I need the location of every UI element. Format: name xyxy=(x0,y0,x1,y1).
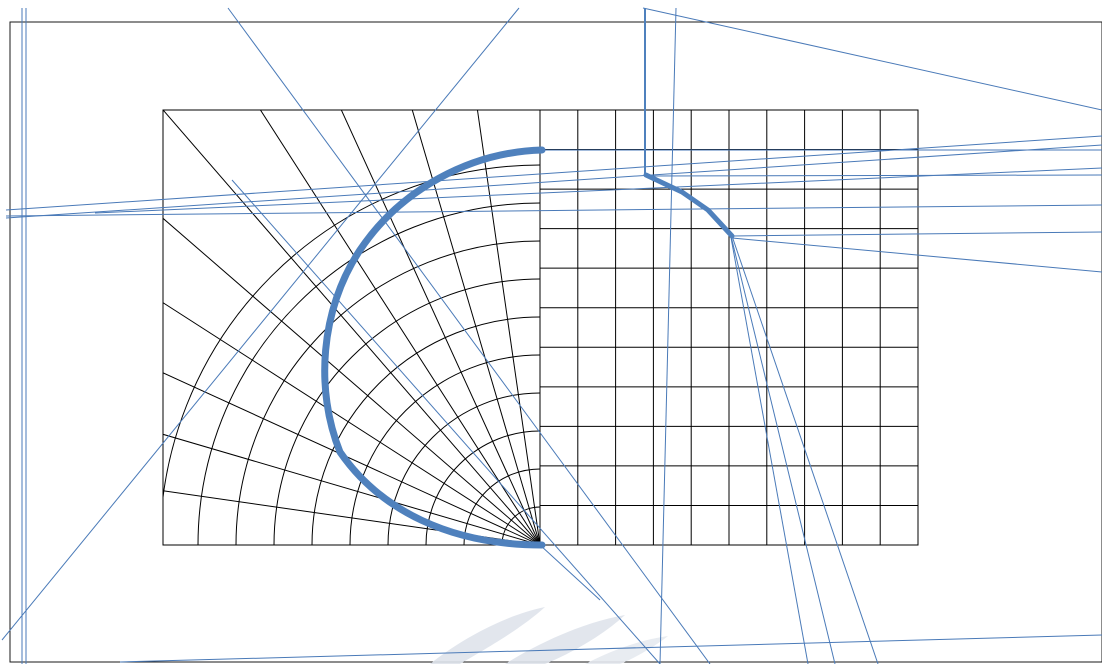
polar-ray xyxy=(163,433,540,545)
polar-ring xyxy=(501,506,540,545)
guide-line xyxy=(1,7,520,641)
polar-ring xyxy=(387,392,540,545)
guide-line xyxy=(231,179,661,664)
polar-ray xyxy=(163,490,540,545)
guide-line xyxy=(119,634,1102,663)
polar-ray xyxy=(259,110,540,545)
polar-ray xyxy=(476,110,540,545)
page-frame xyxy=(9,21,1102,663)
guide-line xyxy=(729,231,809,664)
highlight-arc-segment xyxy=(643,172,735,239)
guide-line xyxy=(5,135,1102,211)
polar-ring xyxy=(349,354,540,545)
polar-ray xyxy=(340,110,540,545)
polar-ring xyxy=(197,202,540,545)
polar-ring xyxy=(273,278,540,545)
polar-ray xyxy=(163,372,540,545)
guide-line xyxy=(642,7,1102,111)
cartesian-grid xyxy=(539,109,919,546)
polar-ray xyxy=(163,110,540,545)
guide-line xyxy=(731,237,1102,273)
guide-line xyxy=(5,144,1102,219)
guide-lines xyxy=(1,7,1102,664)
guide-line xyxy=(227,7,711,664)
guide-line xyxy=(731,235,879,664)
guide-line xyxy=(539,544,601,601)
guide-line xyxy=(659,7,677,664)
guide-line xyxy=(5,204,1102,217)
polar-ring xyxy=(311,316,540,545)
guide-line xyxy=(731,231,1102,237)
polar-ring xyxy=(463,468,540,545)
polar-ray xyxy=(163,217,540,545)
guide-line xyxy=(647,174,1102,177)
polar-ray xyxy=(411,110,540,545)
guide-line xyxy=(729,231,836,664)
polar-ray xyxy=(163,302,540,545)
feather-swoosh-watermark xyxy=(430,607,668,664)
highlight-semicircle-curve xyxy=(321,146,546,549)
highlight-curves xyxy=(321,8,735,549)
